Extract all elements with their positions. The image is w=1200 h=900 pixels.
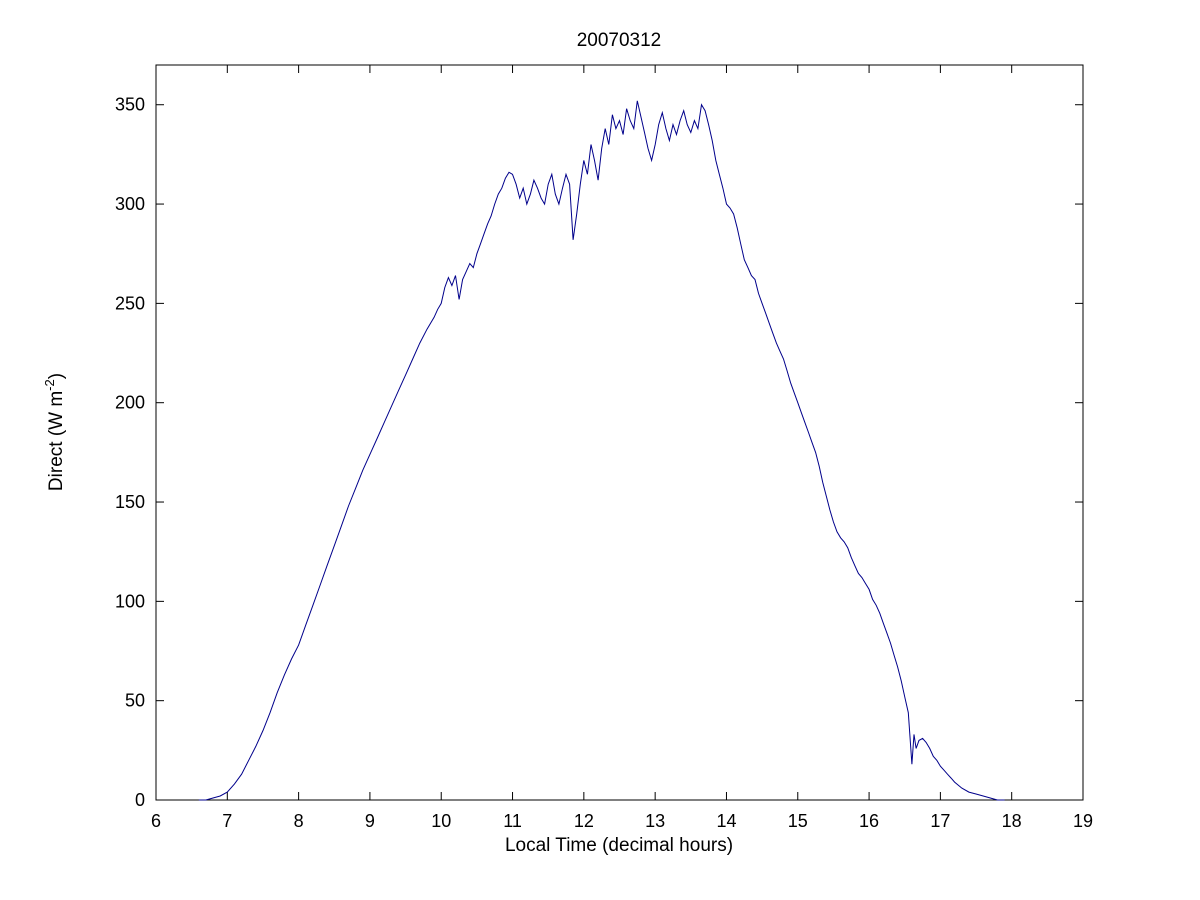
x-tick-label: 15	[788, 811, 808, 831]
chart-title: 20070312	[577, 30, 662, 51]
y-tick-label: 250	[115, 293, 145, 313]
axes-box	[155, 64, 1084, 801]
y-tick-label: 200	[115, 393, 145, 413]
y-tick-label: 100	[115, 591, 145, 611]
series-line-direct-irradiance	[198, 100, 1005, 801]
x-tick-label: 8	[294, 811, 304, 831]
y-tick-label: 50	[125, 691, 145, 711]
y-axis-label-suffix: )	[46, 373, 67, 379]
tick-labels: 6 7 8 9 10 11 12 13 14 15 16 17 18 19 0 50 100 150 200 250 3…	[115, 95, 1093, 831]
x-tick-label: 11	[503, 811, 522, 831]
x-tick-label: 7	[222, 811, 232, 831]
x-tick-label: 10	[431, 811, 451, 831]
x-tick-label: 19	[1073, 811, 1093, 831]
x-tick-label: 17	[930, 811, 950, 831]
y-axis-label-prefix: Direct (W m	[46, 391, 67, 491]
y-tick-label: 150	[115, 492, 145, 512]
x-tick-label: 6	[151, 811, 161, 831]
y-tick-label: 350	[115, 95, 145, 115]
x-tick-label: 13	[645, 811, 665, 831]
x-tick-label: 18	[1002, 811, 1022, 831]
y-axis-label-superscript: -2	[42, 379, 57, 391]
tick-marks	[155, 65, 1084, 801]
x-tick-label: 16	[859, 811, 879, 831]
y-tick-label: 0	[135, 790, 145, 810]
x-axis-label: Local Time (decimal hours)	[505, 835, 733, 856]
y-axis-label: Direct (W m-2)	[42, 373, 67, 491]
x-tick-label: 12	[574, 811, 594, 831]
x-tick-label: 9	[365, 811, 375, 831]
x-tick-label: 14	[716, 811, 736, 831]
y-tick-label: 300	[115, 194, 145, 214]
